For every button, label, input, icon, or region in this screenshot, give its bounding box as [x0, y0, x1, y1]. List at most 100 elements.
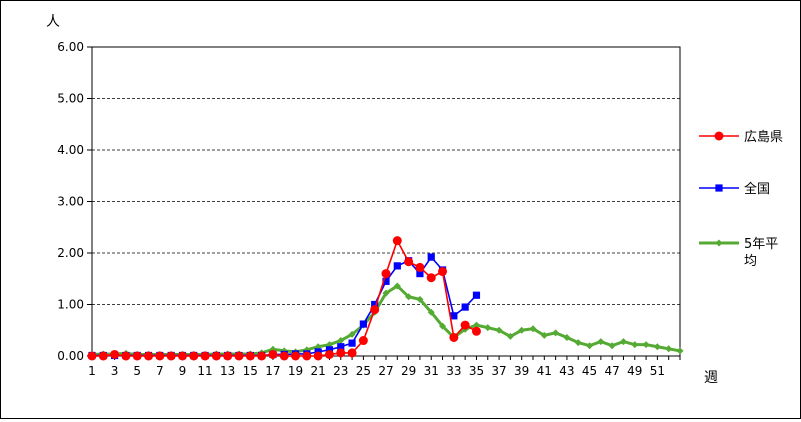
data-point [495, 326, 503, 334]
data-point [359, 320, 367, 328]
data-point [563, 333, 571, 341]
data-point [631, 341, 639, 349]
data-point [144, 351, 154, 361]
legend-item-1: 全国 [699, 181, 770, 197]
x-tick-label: 27 [378, 364, 393, 378]
legend-swatch-marker [715, 184, 723, 192]
x-tick-label: 15 [243, 364, 258, 378]
x-tick-label: 47 [605, 364, 620, 378]
x-tick-label: 1 [88, 364, 96, 378]
data-point [439, 322, 447, 330]
x-tick-label: 19 [288, 364, 303, 378]
x-tick-label: 25 [356, 364, 371, 378]
data-point [337, 343, 345, 351]
data-point [676, 347, 684, 355]
data-point [484, 324, 492, 332]
x-axis-label: 週 [704, 370, 718, 386]
data-point [200, 351, 210, 361]
data-point [347, 348, 357, 358]
data-point [529, 325, 537, 333]
x-tick-label: 23 [333, 364, 348, 378]
series-layer [87, 236, 684, 361]
plot-area [91, 46, 681, 357]
x-tick-label: 51 [650, 364, 665, 378]
x-tick-label: 3 [111, 364, 119, 378]
x-tick-label: 31 [424, 364, 439, 378]
legend-item-0: 広島県 [699, 130, 783, 145]
x-tick-label: 13 [220, 364, 235, 378]
legend-label-cont: 均 [744, 254, 757, 269]
data-point [177, 351, 187, 361]
data-point [619, 338, 627, 346]
legend-swatch-marker [715, 239, 723, 247]
data-point [302, 351, 312, 361]
data-point [121, 351, 131, 361]
y-tick-label: 4.00 [57, 143, 84, 157]
data-point [653, 343, 661, 351]
data-point [642, 341, 650, 349]
data-point [438, 267, 448, 277]
data-point [427, 308, 435, 316]
data-point [450, 312, 458, 320]
data-point [392, 236, 402, 246]
y-tick-label: 6.00 [57, 40, 84, 54]
x-tick-label: 41 [537, 364, 552, 378]
data-point [87, 351, 97, 361]
x-tick-label: 5 [133, 364, 141, 378]
data-point [415, 262, 425, 272]
x-tick-label: 11 [197, 364, 212, 378]
data-point [371, 300, 379, 309]
data-point [381, 269, 391, 279]
y-tick-label: 2.00 [57, 246, 84, 260]
data-point [393, 282, 401, 290]
data-point [382, 277, 390, 285]
data-point [426, 273, 436, 283]
x-tick-label: 49 [627, 364, 642, 378]
data-point [325, 346, 334, 354]
data-point [404, 257, 414, 267]
data-point [110, 349, 120, 359]
data-point [518, 326, 526, 334]
data-point [540, 331, 548, 339]
data-point [416, 295, 424, 303]
y-tick-label: 5.00 [57, 92, 84, 106]
x-tick-label: 7 [156, 364, 164, 378]
data-point [245, 351, 255, 361]
data-point [405, 293, 413, 301]
data-point [358, 336, 368, 346]
data-point [324, 349, 334, 359]
x-tick-label: 33 [446, 364, 461, 378]
data-point [348, 339, 356, 347]
y-tick-label: 0.00 [57, 349, 84, 363]
data-point [586, 342, 594, 350]
data-point [416, 270, 424, 278]
data-point [279, 351, 289, 361]
x-tick-label: 17 [265, 364, 280, 378]
x-tick-label: 39 [514, 364, 529, 378]
data-point [665, 345, 673, 353]
data-point [574, 339, 582, 347]
data-point [461, 303, 469, 311]
data-point [166, 351, 176, 361]
data-point [472, 321, 480, 329]
legend-label: 広島県 [744, 130, 783, 145]
axis-layer: 0.001.002.003.004.005.006.001 3 5 7 9 11 13 15 1… [57, 40, 681, 378]
grid-layer [91, 46, 681, 357]
x-tick-label: 9 [179, 364, 187, 378]
data-point [155, 351, 165, 361]
data-point [348, 330, 356, 338]
data-point [268, 349, 278, 359]
data-point [370, 305, 380, 315]
data-point [291, 351, 301, 361]
data-point [211, 351, 221, 361]
x-tick-label: 37 [491, 364, 506, 378]
data-point [223, 351, 233, 361]
data-point [336, 348, 346, 358]
data-point [460, 320, 470, 330]
series-0 [87, 236, 481, 361]
data-point [257, 351, 267, 361]
